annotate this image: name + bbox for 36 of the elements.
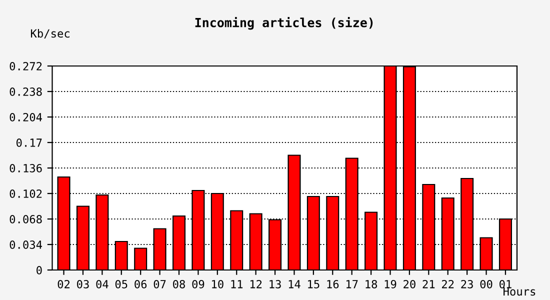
- x-tick-label: 14: [288, 280, 300, 288]
- x-tick-label: 02: [58, 280, 70, 288]
- x-tick-label: 23: [461, 280, 473, 288]
- x-tick-label: 20: [404, 280, 416, 288]
- x-tick-label: 00: [480, 280, 492, 288]
- x-tick-label: 08: [173, 280, 185, 288]
- y-tick-label: 0.034: [10, 240, 42, 249]
- y-tick-label: 0.17: [16, 138, 42, 147]
- x-tick-label: 11: [231, 280, 243, 288]
- y-tick-label: 0: [36, 266, 42, 274]
- x-tick-label: 22: [442, 280, 454, 288]
- y-tick-label: 0.204: [10, 113, 42, 122]
- x-tick-label: 03: [77, 280, 89, 288]
- y-tick-label: 0.136: [10, 164, 42, 172]
- x-tick-label: 04: [96, 280, 108, 288]
- x-tick-label: 09: [192, 280, 204, 288]
- x-axis-title: Hours: [504, 287, 536, 296]
- x-tick-label: 19: [384, 280, 396, 288]
- chart-title: Incoming articles (size): [195, 16, 373, 30]
- x-tick-label: 07: [154, 280, 166, 288]
- x-tick-label: 12: [250, 280, 262, 288]
- x-tick-label: 13: [270, 280, 281, 288]
- x-tick-label: 10: [212, 280, 224, 288]
- x-tick-label: 05: [115, 280, 128, 288]
- x-tick-label: 01: [500, 280, 512, 288]
- x-tick-label: 15: [308, 280, 320, 288]
- x-tick-label: 17: [346, 280, 358, 288]
- x-tick-label: 21: [422, 280, 435, 288]
- y-tick-label: 0.272: [10, 62, 42, 70]
- x-tick-label: 06: [134, 280, 147, 288]
- y-axis-title: Kb/sec: [30, 29, 70, 39]
- x-tick-label: 18: [366, 280, 378, 288]
- y-tick-label: 0.102: [10, 190, 42, 198]
- y-tick-label: 0.068: [10, 215, 42, 224]
- y-tick-label: 0.238: [10, 88, 42, 96]
- x-tick-label: 16: [327, 280, 339, 288]
